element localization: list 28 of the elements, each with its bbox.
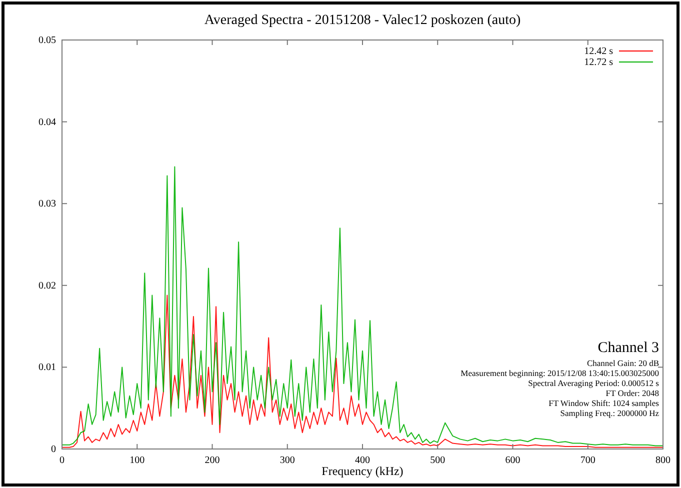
y-tick-label: 0.02 bbox=[38, 280, 56, 292]
y-tick-label: 0.01 bbox=[38, 362, 56, 374]
x-axis-title: Frequency (kHz) bbox=[322, 464, 404, 478]
annotation: Channel 3 bbox=[598, 340, 659, 356]
x-tick-label: 0 bbox=[60, 455, 64, 466]
line-series bbox=[62, 166, 664, 446]
x-tick-label: 100 bbox=[130, 455, 145, 466]
x-tick-label: 400 bbox=[355, 455, 370, 466]
annotation: Measurement beginning: 2015/12/08 13:40:15.003025000 bbox=[460, 368, 659, 378]
line-series bbox=[62, 294, 664, 448]
x-tick-label: 600 bbox=[505, 455, 520, 466]
legend-label: 12.72 s bbox=[584, 57, 614, 68]
annotation: FT Window Shift: 1024 samples bbox=[548, 398, 659, 408]
chart-title: Averaged Spectra - 20151208 - Valec12 poskozen (auto) bbox=[204, 13, 521, 28]
x-tick-label: 500 bbox=[430, 455, 446, 466]
annotation: Sampling Freq.: 2000000 Hz bbox=[560, 408, 660, 418]
annotation: Spectral Averaging Period: 0.000512 s bbox=[528, 378, 659, 388]
x-tick-label: 700 bbox=[580, 455, 596, 466]
y-tick-label: 0 bbox=[51, 444, 56, 455]
x-tick-label: 800 bbox=[656, 455, 670, 466]
y-tick-label: 0.05 bbox=[38, 35, 56, 46]
y-tick-label: 0.03 bbox=[38, 198, 56, 210]
annotation: FT Order: 2048 bbox=[606, 388, 659, 398]
x-tick-label: 200 bbox=[204, 455, 220, 466]
legend-label: 12.42 s bbox=[584, 46, 614, 57]
x-tick-label: 300 bbox=[280, 455, 295, 466]
y-tick-label: 0.04 bbox=[38, 116, 56, 128]
annotation: Channel Gain: 20 dB bbox=[586, 358, 660, 368]
